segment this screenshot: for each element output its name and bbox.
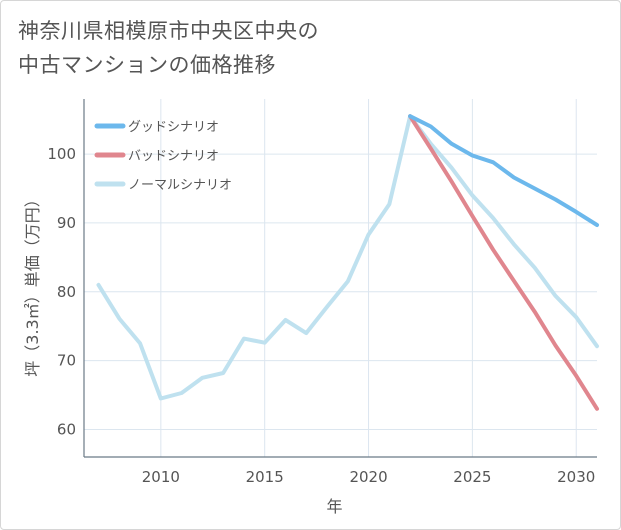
x-tick-label: 2010 bbox=[142, 468, 180, 486]
x-tick-label: 2030 bbox=[557, 468, 595, 486]
series-line-1 bbox=[408, 114, 599, 411]
x-tick-label: 2015 bbox=[246, 468, 284, 486]
legend-label-1: バッドシナリオ bbox=[128, 149, 219, 164]
x-tick-label: 2020 bbox=[349, 468, 387, 486]
chart-title: 神奈川県相模原市中央区中央の 中古マンションの価格推移 bbox=[18, 14, 319, 82]
legend-label-2: ノーマルシナリオ bbox=[128, 178, 232, 193]
chart-title-line1: 神奈川県相模原市中央区中央の bbox=[18, 19, 319, 43]
series-line-0 bbox=[408, 114, 599, 227]
y-tick-label: 60 bbox=[57, 420, 76, 438]
y-tick-label: 100 bbox=[47, 145, 76, 163]
y-tick-label: 80 bbox=[57, 283, 76, 301]
y-tick-label: 90 bbox=[57, 214, 76, 232]
x-tick-label: 2025 bbox=[453, 468, 491, 486]
legend-label-0: グッドシナリオ bbox=[128, 120, 219, 135]
chart-title-line2: 中古マンションの価格推移 bbox=[18, 53, 276, 77]
y-tick-label: 70 bbox=[57, 352, 76, 370]
y-axis-title: 坪（3.3㎡）単価（万円） bbox=[23, 191, 42, 376]
x-axis-title: 年 bbox=[326, 497, 342, 516]
series-line-2 bbox=[96, 114, 599, 401]
